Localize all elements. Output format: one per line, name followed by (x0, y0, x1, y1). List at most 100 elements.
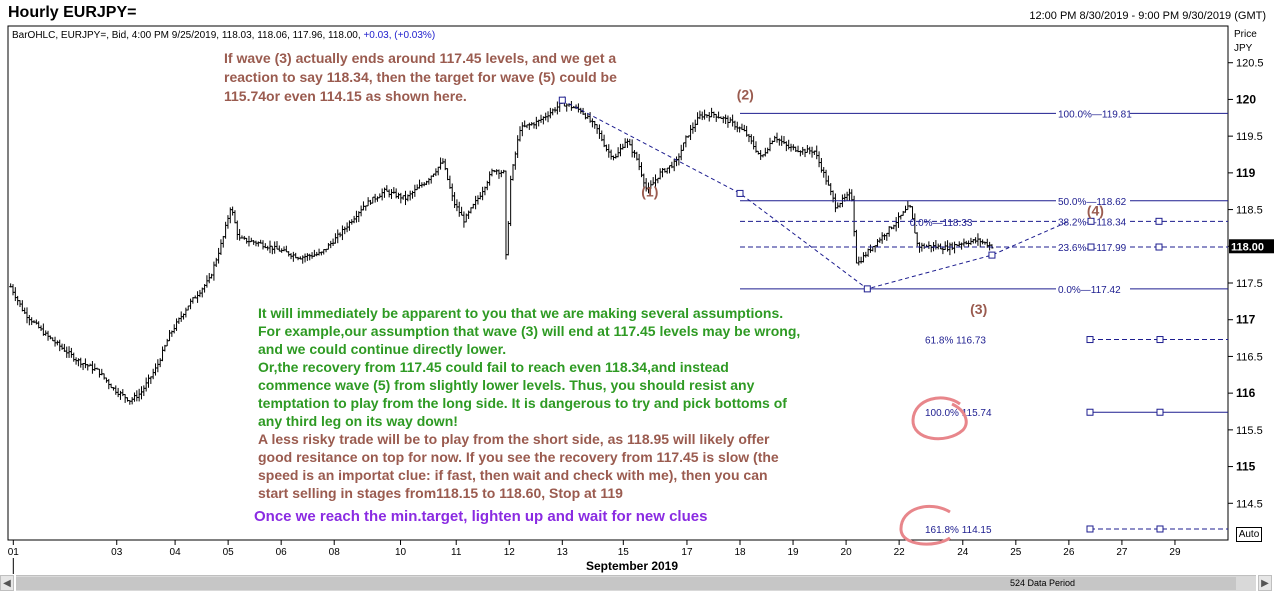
fib-value: 117.99 (1096, 243, 1126, 254)
auto-scale-button[interactable]: Auto (1236, 527, 1262, 542)
fib-handle (1087, 243, 1095, 251)
x-tick-label: 10 (395, 547, 407, 558)
wave-pivot (736, 189, 744, 197)
note-purple: Once we reach the min.target, lighten up… (254, 508, 707, 525)
x-tick-label: 11 (451, 547, 462, 558)
projection-label: 100.0% 115.74 (925, 408, 992, 419)
x-tick-label: 20 (841, 547, 853, 558)
fib-handle (1155, 243, 1163, 251)
wave-pivot (863, 285, 871, 293)
ohlc-bars (9, 96, 994, 405)
projection-label: 161.8% 114.15 (925, 525, 992, 536)
fib-handle (1155, 217, 1163, 225)
note-green-line: Or,the recovery from 117.45 could fail t… (258, 359, 729, 375)
chart-title: Hourly EURJPY= (8, 4, 137, 21)
x-tick-label: 06 (276, 547, 288, 558)
projection-label: 61.8% 116.73 (925, 336, 986, 347)
x-tick-label: 17 (681, 547, 693, 558)
note-brown-line: good resitance on top for now. If you se… (258, 449, 779, 465)
note-green-line: commence wave (5) from slightly lower le… (258, 377, 755, 393)
wave-label: (1) (641, 183, 658, 199)
y-tick-label: 118.5 (1236, 205, 1263, 217)
x-tick-label: 08 (329, 547, 341, 558)
projection-handle (1156, 336, 1164, 344)
note-brown-line: A less risky trade will be to play from … (258, 431, 770, 447)
x-tick-label: 05 (223, 547, 235, 558)
y-tick-label: 119 (1236, 166, 1256, 180)
y-tick-label: 115.5 (1236, 425, 1263, 437)
wave-label: (4) (1087, 202, 1104, 218)
chart-axes: Price JPY 114.5 115 115.5 116 116.5 117 117.5 118… (8, 29, 1274, 574)
note-top-line: reaction to say 118.34, then the target … (224, 69, 617, 85)
fib-value: 118.62 (1096, 197, 1126, 208)
projection-handle (1156, 408, 1164, 416)
wave-label: (3) (970, 301, 987, 317)
x-tick-label: 24 (957, 547, 969, 558)
projection-percent: 100.0% (925, 408, 962, 419)
projection-value: 114.15 (962, 525, 992, 536)
note-brown-line: speed is an importat clue: if fast, then… (258, 467, 768, 483)
fib-label: 50.0%—118.62 (1058, 197, 1127, 208)
x-tick-label: 18 (734, 547, 746, 558)
note-green-line: temptation to play from the long side. I… (258, 395, 787, 411)
x-tick-label: 25 (1010, 547, 1022, 558)
x-tick-label: 04 (170, 547, 182, 558)
projection-handle (1156, 525, 1164, 533)
date-range: 12:00 PM 8/30/2019 - 9:00 PM 9/30/2019 (… (1029, 10, 1266, 22)
data-period-label: 524 Data Period (1010, 578, 1076, 588)
fib-dash: — (1086, 197, 1096, 208)
fib-overlay: 100.0%—119.8150.0%—118.6238.2%—118.3423.… (558, 96, 1228, 546)
fib-percent: 100.0% (1058, 109, 1092, 120)
y-tick-label: 115 (1236, 460, 1256, 474)
y-tick-label: 116.5 (1236, 351, 1263, 363)
x-tick-label: 12 (504, 547, 516, 558)
bar-info-values: BarOHLC, EURJPY=, Bid, 4:00 PM 9/25/2019… (12, 30, 363, 41)
current-price-tag (1229, 239, 1274, 254)
fib-percent: 50.0% (1058, 197, 1086, 208)
note-green-line: any third leg on its way down! (258, 413, 458, 429)
fib-percent: 38.2% (1058, 217, 1086, 228)
fib-dash: — (1081, 285, 1091, 296)
fib-value: 119.81 (1102, 109, 1132, 120)
y-tick-label: 119.5 (1236, 131, 1263, 143)
scroll-right-button[interactable]: ▶ (1258, 575, 1272, 591)
bar-info: BarOHLC, EURJPY=, Bid, 4:00 PM 9/25/2019… (12, 30, 435, 41)
target-circle (911, 396, 968, 441)
x-tick-label: 26 (1063, 547, 1075, 558)
bar-info-change: +0.03, (+0.03%) (363, 30, 435, 41)
y-tick-label: 120.5 (1236, 58, 1264, 70)
fib-handle (1087, 217, 1095, 225)
axis-title-price: Price (1234, 29, 1257, 40)
note-green-line: For example,our assumption that wave (3)… (258, 323, 800, 339)
fib-label: 0.0%—117.42 (1058, 285, 1121, 296)
x-tick-label: 15 (618, 547, 630, 558)
x-tick-label: 29 (1169, 547, 1181, 558)
x-tick-label: 19 (787, 547, 799, 558)
projection-handle (1086, 336, 1094, 344)
projection-value: 115.74 (962, 408, 992, 419)
wave-trend-line (562, 99, 1070, 290)
scroll-thumb[interactable] (16, 577, 1236, 590)
fib-percent: 0.0% (1058, 285, 1081, 296)
y-tick-label: 120 (1236, 92, 1256, 106)
fib-extra-label: 0.0%—118.33 (910, 218, 973, 229)
fib-label: 100.0%—119.81 (1058, 109, 1132, 120)
wave-pivot (558, 96, 566, 104)
projection-percent: 61.8% (925, 336, 956, 347)
projection-handle (1086, 408, 1094, 416)
fib-extra-value: 118.33 (943, 218, 973, 229)
projection-value: 116.73 (956, 336, 986, 347)
fib-value: 118.34 (1096, 217, 1126, 228)
scroll-left-button[interactable]: ◀ (0, 575, 14, 591)
x-tick-label: 03 (111, 547, 123, 558)
note-top-line: 115.74or even 114.15 as shown here. (224, 88, 467, 104)
note-green-line: and we could continue directly lower. (258, 341, 506, 357)
current-price-label: 118.00 (1231, 241, 1264, 253)
wave-pivot (988, 251, 996, 259)
horizontal-scrollbar[interactable] (16, 575, 1256, 591)
x-axis-month: September 2019 (586, 559, 678, 573)
note-top-line: If wave (3) actually ends around 117.45 … (224, 50, 616, 66)
x-tick-label: 27 (1116, 547, 1128, 558)
target-circle (899, 504, 951, 546)
